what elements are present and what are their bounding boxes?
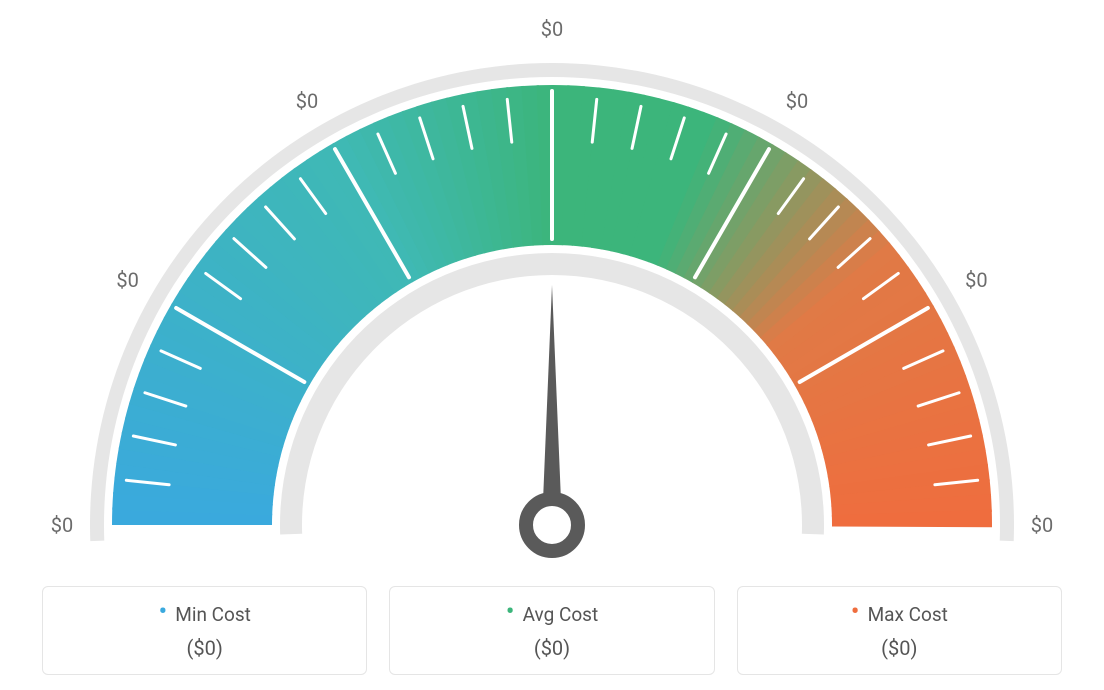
legend-value-max: ($0) — [748, 636, 1051, 660]
legend-label-max: Max Cost — [851, 603, 948, 626]
gauge-tick-label: $0 — [51, 513, 73, 537]
legend-value-avg: ($0) — [400, 636, 703, 660]
gauge-tick-label: $0 — [541, 17, 563, 41]
legend-label-min: Min Cost — [158, 603, 250, 626]
legend-card-min: Min Cost ($0) — [42, 586, 367, 676]
legend-label-avg: Avg Cost — [506, 603, 598, 626]
gauge-tick-label: $0 — [1031, 513, 1053, 537]
legend-value-min: ($0) — [53, 636, 356, 660]
legend-card-avg: Avg Cost ($0) — [389, 586, 714, 676]
gauge-cost-chart: $0 $0 $0 $0 $0 $0 $0 Min Cost ($0) Avg Cost ($… — [0, 0, 1104, 690]
gauge-tick-label: $0 — [965, 268, 987, 292]
gauge: $0$0$0$0$0$0$0 — [42, 40, 1062, 570]
gauge-tick-label: $0 — [116, 268, 138, 292]
gauge-tick-label: $0 — [786, 89, 808, 113]
gauge-svg — [42, 40, 1062, 580]
gauge-tick-label: $0 — [296, 89, 318, 113]
legend-row: Min Cost ($0) Avg Cost ($0) Max Cost ($0… — [0, 586, 1104, 676]
legend-card-max: Max Cost ($0) — [737, 586, 1062, 676]
